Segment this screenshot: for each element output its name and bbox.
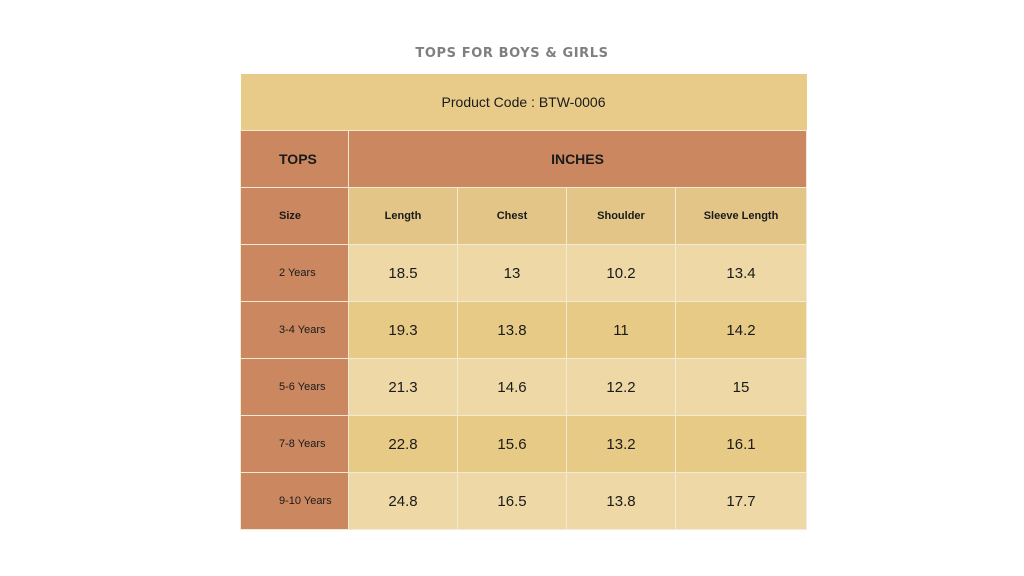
shoulder-cell: 11 (566, 301, 676, 359)
sleeve-length-cell: 13.4 (674, 244, 808, 302)
length-cell: 21.3 (348, 358, 458, 416)
table-row: 5-6 Years 21.3 14.6 12.2 15 (240, 358, 808, 416)
chest-cell: 15.6 (457, 415, 567, 473)
length-cell: 18.5 (348, 244, 458, 302)
sleeve-length-cell: 15 (674, 358, 808, 416)
size-cell: 5-6 Years (240, 358, 349, 416)
chest-column-header: Chest (457, 187, 567, 245)
sleeve-length-column-header: Sleeve Length (674, 187, 808, 245)
shoulder-cell: 10.2 (566, 244, 676, 302)
shoulder-cell: 13.2 (566, 415, 676, 473)
size-cell: 2 Years (240, 244, 349, 302)
category-header: TOPS (240, 130, 349, 188)
shoulder-cell: 12.2 (566, 358, 676, 416)
table-row: 2 Years 18.5 13 10.2 13.4 (240, 244, 808, 302)
chest-cell: 13.8 (457, 301, 567, 359)
table-header-row: TOPS INCHES (240, 130, 808, 188)
table-row: 7-8 Years 22.8 15.6 13.2 16.1 (240, 415, 808, 473)
sleeve-length-cell: 16.1 (674, 415, 808, 473)
product-code-row: Product Code : BTW-0006 (240, 74, 807, 131)
page-title: TOPS FOR BOYS & GIRLS (415, 46, 609, 61)
product-code: Product Code : BTW-0006 (240, 74, 807, 131)
size-cell: 3-4 Years (240, 301, 349, 359)
size-column-header: Size (240, 187, 349, 245)
length-cell: 19.3 (348, 301, 458, 359)
chest-cell: 13 (457, 244, 567, 302)
shoulder-cell: 13.8 (566, 472, 676, 530)
length-column-header: Length (348, 187, 458, 245)
chest-cell: 16.5 (457, 472, 567, 530)
sleeve-length-cell: 14.2 (674, 301, 808, 359)
table-row: 9-10 Years 24.8 16.5 13.8 17.7 (240, 472, 808, 530)
table-row: 3-4 Years 19.3 13.8 11 14.2 (240, 301, 808, 359)
size-cell: 9-10 Years (240, 472, 349, 530)
chest-cell: 14.6 (457, 358, 567, 416)
shoulder-column-header: Shoulder (566, 187, 676, 245)
length-cell: 22.8 (348, 415, 458, 473)
size-cell: 7-8 Years (240, 415, 349, 473)
sleeve-length-cell: 17.7 (674, 472, 808, 530)
unit-header: INCHES (347, 130, 808, 188)
column-header-row: Size Length Chest Shoulder Sleeve Length (240, 187, 808, 245)
length-cell: 24.8 (348, 472, 458, 530)
size-chart-table: Product Code : BTW-0006 TOPS INCHES Size… (240, 74, 808, 530)
